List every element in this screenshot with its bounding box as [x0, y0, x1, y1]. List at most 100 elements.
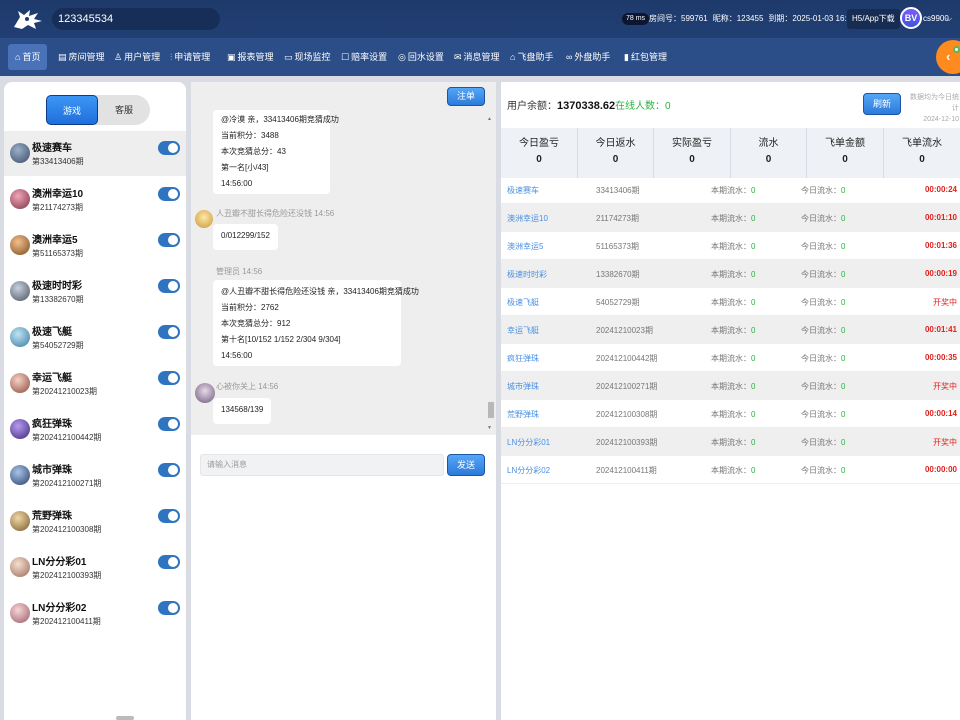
bet-slip-button[interactable]: 注单 [447, 87, 485, 106]
game-period: 第51165373期 [32, 249, 83, 258]
ln01-icon [10, 557, 30, 577]
send-button[interactable]: 发送 [447, 454, 485, 476]
game-item[interactable]: LN分分彩01 第202412100393期 [4, 545, 186, 590]
toggle-knob [168, 235, 178, 245]
chat-line: 14:56:00 [221, 179, 253, 188]
nav-label: 报表管理 [237, 52, 274, 62]
game-item[interactable]: 疯狂弹珠 第202412100442期 [4, 407, 186, 452]
game-link[interactable]: LN分分彩02 [507, 466, 551, 475]
game-link[interactable]: 极速赛车 [507, 186, 539, 195]
game-toggle[interactable] [158, 509, 180, 523]
game-link[interactable]: 澳洲幸运5 [507, 242, 544, 251]
chat-meta: 人丑瓣不甜长得危险还没钱 14:56 [216, 209, 335, 218]
lucky10-icon [10, 189, 30, 209]
toggle-knob [168, 557, 178, 567]
game-item[interactable]: 极速飞艇 第54052729期 [4, 315, 186, 360]
message-input[interactable]: 请输入消息 [200, 454, 444, 476]
nav-message-management[interactable]: ✉ 消息管理 [450, 44, 504, 70]
game-item[interactable]: 荒野弹珠 第202412100308期 [4, 499, 186, 544]
game-link[interactable]: 城市弹珠 [507, 382, 539, 391]
game-toggle[interactable] [158, 417, 180, 431]
game-name: 幸运飞艇 [32, 373, 72, 384]
game-link[interactable]: LN分分彩01 [507, 438, 551, 447]
nav-label: 外盘助手 [574, 52, 611, 62]
stats-summary: 今日盈亏 0 今日返水 0 实际盈亏 0 流水 0 飞单金额 0 飞单流水 0 [501, 128, 960, 178]
game-item[interactable]: 极速赛车 第33413406期 [4, 131, 186, 176]
username[interactable]: cs9900 [923, 14, 949, 23]
game-link[interactable]: 极速时时彩 [507, 270, 547, 279]
chat-line: 当前积分：2762 [221, 303, 279, 312]
game-toggle[interactable] [158, 555, 180, 569]
game-item[interactable]: 极速时时彩 第13382670期 [4, 269, 186, 314]
game-period: 第202412100411期 [32, 617, 101, 626]
tab-switcher: 游戏 客服 [46, 95, 150, 125]
nav-report-management[interactable]: ▣ 报表管理 [223, 44, 278, 70]
nav-user-management[interactable]: ♙ 用户管理 [110, 44, 164, 70]
game-period: 第202412100271期 [32, 479, 102, 488]
today-flow: 今日流水：0 [801, 242, 846, 251]
nav-home[interactable]: ⌂ 首页 [8, 44, 48, 70]
nav-odds-settings[interactable]: ☐ 赔率设置 [337, 44, 391, 70]
game-item[interactable]: LN分分彩02 第202412100411期 [4, 591, 186, 636]
scroll-up-icon[interactable]: ▲ [487, 116, 492, 122]
game-item[interactable]: 幸运飞艇 第20241210023期 [4, 361, 186, 406]
nav-room-management[interactable]: ▤ 房间管理 [54, 44, 109, 70]
game-toggle[interactable] [158, 141, 180, 155]
nav-flight-assistant[interactable]: ⌂ 飞盘助手 [506, 44, 557, 70]
nav-live-monitor[interactable]: ▭ 现场监控 [280, 44, 335, 70]
chat-messages[interactable]: 注单 @冷漠 亲，33413406期竞猜成功 当前积分：3488 本次竞猜总分：… [191, 82, 496, 435]
link-icon: ∞ [566, 52, 573, 62]
scrollbar-thumb[interactable] [488, 402, 494, 418]
period-number: 33413406期 [596, 186, 640, 195]
period-flow: 本期流水：0 [711, 438, 756, 447]
today-flow: 今日流水：0 [801, 410, 846, 419]
countdown: 00:00:35 [924, 353, 957, 362]
tab-games[interactable]: 游戏 [46, 95, 98, 125]
game-link[interactable]: 极速飞艇 [507, 298, 539, 307]
period-number: 202412100393期 [596, 438, 658, 447]
game-toggle[interactable] [158, 601, 180, 615]
float-toggle-button[interactable]: ‹ [936, 40, 960, 74]
nav-rebate-settings[interactable]: ◎ 回水设置 [394, 44, 448, 70]
tab-customer-service[interactable]: 客服 [114, 105, 133, 115]
game-link[interactable]: 澳洲幸运10 [507, 214, 548, 223]
expiry-text: 到期：2025-01-03 16:22:42 [768, 14, 867, 23]
nav-application-management[interactable]: ⫶ 申请管理 [166, 44, 214, 70]
game-link[interactable]: 荒野弹珠 [507, 410, 539, 419]
game-toggle[interactable] [158, 371, 180, 385]
nav-redpacket-management[interactable]: ▮ 红包管理 [620, 44, 671, 70]
nav-external-assistant[interactable]: ∞ 外盘助手 [562, 44, 614, 70]
rebate-icon: ◎ [398, 52, 406, 62]
game-link[interactable]: 幸运飞艇 [507, 326, 539, 335]
game-toggle[interactable] [158, 233, 180, 247]
monitor-icon: ▭ [284, 52, 293, 62]
scroll-down-icon[interactable]: ▼ [487, 425, 492, 431]
avatar[interactable]: BV [900, 7, 922, 29]
countdown: 00:01:36 [924, 241, 957, 250]
period-number: 54052729期 [596, 298, 640, 307]
stat-value: 0 [689, 154, 695, 165]
game-item[interactable]: 澳洲幸运10 第21174273期 [4, 177, 186, 222]
game-toggle[interactable] [158, 187, 180, 201]
stat-label: 流水 [758, 138, 779, 149]
wild-marble-icon [10, 511, 30, 531]
game-item[interactable]: 城市弹珠 第202412100271期 [4, 453, 186, 498]
game-toggle[interactable] [158, 279, 180, 293]
chevron-down-icon[interactable]: ⌵ [946, 14, 953, 23]
game-toggle[interactable] [158, 325, 180, 339]
stat-label: 今日盈亏 [519, 138, 559, 149]
stat-cell: 今日盈亏 0 [501, 128, 578, 178]
refresh-button[interactable]: 刷新 [863, 93, 901, 115]
room-input[interactable]: 123345534 [52, 8, 220, 30]
game-item[interactable]: 澳洲幸运5 第51165373期 [4, 223, 186, 268]
game-name: 极速飞艇 [32, 327, 72, 338]
scroll-indicator[interactable] [116, 716, 134, 720]
game-toggle[interactable] [158, 463, 180, 477]
nav-label: 申请管理 [174, 52, 211, 62]
today-flow: 今日流水：0 [801, 382, 846, 391]
toggle-knob [168, 189, 178, 199]
countdown: 00:01:10 [924, 213, 957, 222]
stat-label: 飞单流水 [902, 138, 942, 149]
app-download-button[interactable]: H5/App下载 [847, 9, 900, 29]
game-link[interactable]: 疯狂弹珠 [507, 354, 539, 363]
